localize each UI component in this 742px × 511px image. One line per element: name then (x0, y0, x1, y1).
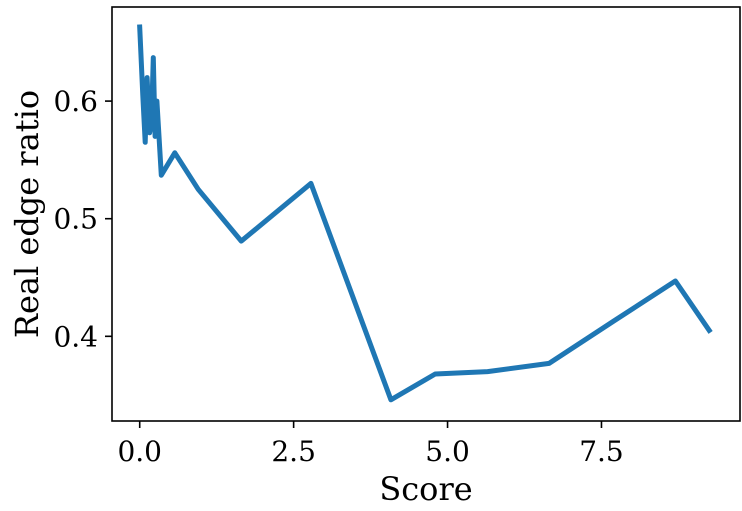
y-tick-label: 0.6 (53, 85, 98, 118)
y-tick-label: 0.5 (53, 203, 98, 236)
y-axis-label: Real edge ratio (8, 90, 46, 338)
x-axis-label: Score (379, 470, 472, 508)
plot-area (111, 6, 741, 422)
x-tick-label: 0.0 (117, 435, 162, 468)
y-axis-ticks: 0.4 0.5 0.6 (53, 85, 112, 353)
x-tick-label: 5.0 (425, 435, 470, 468)
x-tick-label: 2.5 (271, 435, 316, 468)
axes-frame (111, 6, 741, 422)
series-line-0 (137, 24, 713, 403)
x-tick-label: 7.5 (579, 435, 624, 468)
y-tick-label: 0.4 (53, 320, 98, 353)
x-axis-ticks: 0.0 2.5 5.0 7.5 (117, 421, 624, 468)
